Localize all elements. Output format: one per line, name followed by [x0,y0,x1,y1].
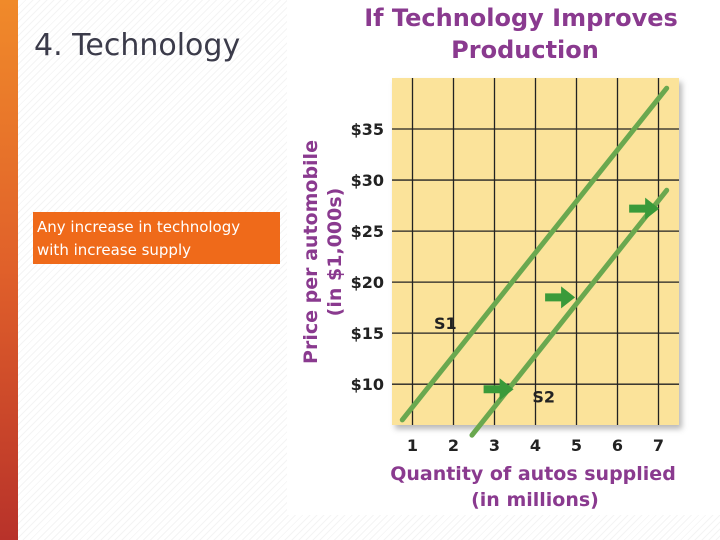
series-label-s2: S2 [532,387,555,406]
x-tick-label: 5 [571,436,582,455]
chart-title-line-2: Production [451,36,599,64]
x-tick-label: 3 [489,436,500,455]
chart-title: If Technology Improves Production [364,4,678,64]
shift-arrow-2 [545,286,576,309]
x-axis-label-line-2: (in millions) [471,489,599,511]
x-tick-label: 6 [612,436,623,455]
x-tick-labels: 1 2 3 4 5 6 7 [407,436,664,455]
y-tick-label: $20 [351,273,384,292]
series-label-s1: S1 [434,314,457,333]
y-tick-labels: $10 $15 $20 $25 $30 $35 [351,120,384,394]
y-tick-label: $35 [351,120,384,139]
left-accent-bar [0,0,18,540]
x-tick-label: 7 [653,436,664,455]
supply-line-s1 [399,85,670,423]
shift-arrows [483,197,660,401]
x-tick-label: 4 [530,436,541,455]
y-axis-label-line-1: Price per automobile [300,140,322,364]
y-tick-label: $30 [351,171,384,190]
x-tick-label: 2 [448,436,459,455]
y-tick-label: $25 [351,222,384,241]
y-tick-label: $15 [351,324,384,343]
y-axis-label: Price per automobile (in $1,000s) [300,140,346,364]
shift-arrow-1 [483,378,514,401]
grid [392,78,679,425]
slide-title: 4. Technology [34,28,241,63]
x-axis-label-line-1: Quantity of autos supplied [390,463,676,485]
note-box: Any increase in technology with increase… [33,212,280,264]
y-tick-label: $10 [351,375,384,394]
series-labels: S1 S2 [434,314,555,406]
chart-title-line-1: If Technology Improves [364,4,678,32]
y-axis-label-line-2: (in $1,000s) [324,188,346,317]
shift-arrow-3 [629,197,660,220]
x-tick-label: 1 [407,436,418,455]
x-axis-label: Quantity of autos supplied (in millions) [390,463,676,511]
